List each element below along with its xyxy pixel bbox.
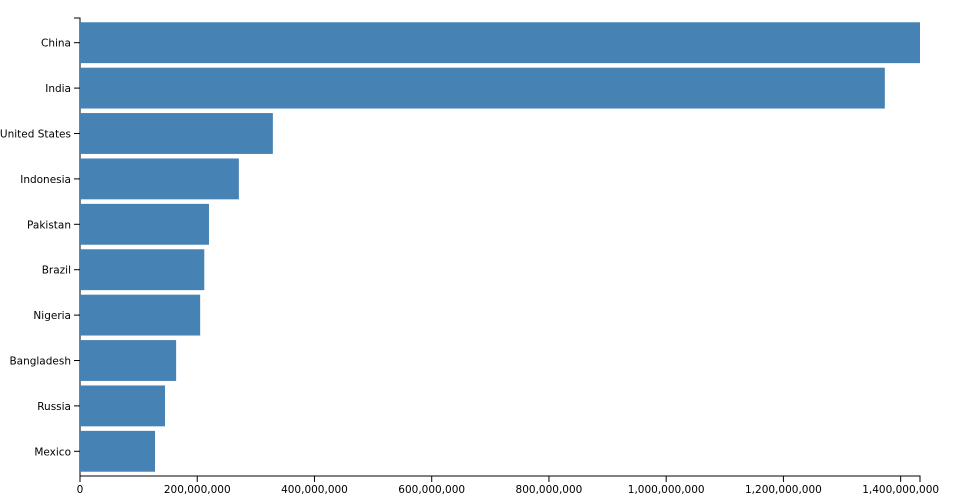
y-tick-label: China [41,38,71,50]
y-tick-label: India [45,83,71,95]
x-tick-label: 400,000,000 [281,484,348,496]
bar [80,158,239,200]
y-tick-label: Pakistan [27,219,71,231]
bar [80,203,209,245]
bar [80,67,885,109]
y-tick-label: Mexico [34,446,71,458]
x-axis [79,475,921,482]
bar [80,385,165,427]
x-tick-label: 0 [77,484,84,496]
y-tick-label: Russia [37,401,71,413]
bar [80,294,201,336]
bar [80,430,156,472]
bar [80,340,177,381]
y-axis [74,17,81,476]
bar [80,22,920,64]
x-tick-label: 1,000,000,000 [628,484,705,496]
x-tick-label: 200,000,000 [164,484,231,496]
y-tick-label: United States [0,129,71,141]
y-tick-label: Indonesia [20,174,71,186]
x-tick-label: 800,000,000 [516,484,583,496]
y-tick-label: Nigeria [33,310,71,322]
bar [80,249,205,291]
x-tick-label: 1,400,000,000 [862,484,939,496]
y-tick-label: Bangladesh [9,356,71,368]
bar [80,113,273,154]
x-tick-label: 600,000,000 [398,484,465,496]
x-tick-label: 1,200,000,000 [745,484,822,496]
y-tick-label: Brazil [42,265,71,277]
